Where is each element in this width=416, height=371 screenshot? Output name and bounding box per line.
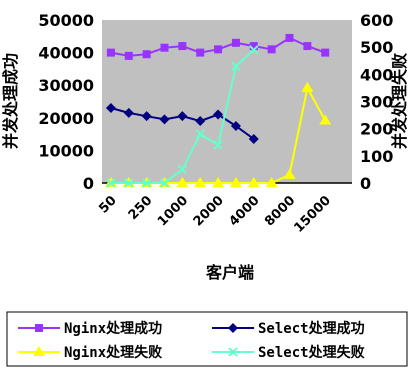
data-point-0-9 <box>267 45 276 54</box>
y-tick-left-50000: 50000 <box>38 11 94 30</box>
y-tick-right-500: 500 <box>360 38 393 57</box>
data-point-0-1 <box>124 51 133 60</box>
series-3 <box>106 45 259 188</box>
legend-label-0: Nginx处理成功 <box>64 320 162 337</box>
data-point-0-5 <box>196 48 205 57</box>
data-point-2-12 <box>319 114 332 125</box>
data-point-3-4 <box>177 164 188 175</box>
data-point-2-4 <box>176 177 189 187</box>
data-point-2-7 <box>229 177 242 187</box>
data-point-0-10 <box>285 33 294 42</box>
data-point-0-2 <box>142 50 151 59</box>
data-point-3-3 <box>159 178 170 188</box>
x-axis-title: 客户端 <box>206 263 254 282</box>
data-point-3-7 <box>231 61 241 71</box>
y-tick-left-20000: 20000 <box>38 109 94 128</box>
y-tick-right-0: 0 <box>360 174 371 193</box>
data-point-1-1 <box>123 107 134 118</box>
data-point-2-10 <box>283 168 296 179</box>
y-tick-left-0: 0 <box>83 174 94 193</box>
data-point-2-11 <box>301 81 314 92</box>
data-point-0-11 <box>303 42 312 51</box>
data-point-0-3 <box>160 43 169 52</box>
legend-label-1: Select处理成功 <box>258 320 365 337</box>
data-point-0-6 <box>214 45 223 54</box>
legend-marker-3 <box>228 347 238 357</box>
data-point-0-12 <box>321 48 330 57</box>
y-tick-left-30000: 30000 <box>38 76 94 95</box>
y-tick-right-400: 400 <box>360 65 393 84</box>
y-tick-right-600: 600 <box>360 11 393 30</box>
data-point-3-8 <box>249 45 259 55</box>
data-point-2-8 <box>247 177 260 187</box>
series-0 <box>106 33 330 60</box>
data-point-0-4 <box>178 42 187 51</box>
legend: Nginx处理成功 Select处理成功 Nginx处理失败 Select处理失败 <box>6 311 408 367</box>
data-point-3-6 <box>213 140 223 150</box>
data-point-3-1 <box>124 178 134 188</box>
legend-marker-0 <box>35 324 43 332</box>
legend-label-2: Nginx处理失败 <box>64 344 163 361</box>
data-point-2-6 <box>212 177 225 187</box>
data-point-1-4 <box>177 111 188 122</box>
data-point-0-0 <box>106 48 115 57</box>
legend-box <box>6 311 408 367</box>
y-tick-left-10000: 10000 <box>38 141 94 160</box>
data-point-1-6 <box>213 109 224 120</box>
data-point-1-3 <box>159 114 170 125</box>
y-tick-left-40000: 40000 <box>38 44 94 63</box>
data-point-2-5 <box>194 177 207 187</box>
data-point-3-0 <box>106 178 116 188</box>
legend-label-3: Select处理失败 <box>258 344 366 361</box>
data-point-1-5 <box>195 116 206 127</box>
data-point-0-7 <box>231 38 240 47</box>
data-point-1-8 <box>248 133 259 144</box>
y-tick-right-300: 300 <box>360 93 393 112</box>
y-axis-title-right: 并发处理失败 <box>390 53 409 149</box>
data-point-1-7 <box>230 120 241 131</box>
legend-marker-1 <box>228 323 238 333</box>
y-tick-right-100: 100 <box>360 147 393 166</box>
data-point-1-2 <box>141 111 152 122</box>
data-point-3-5 <box>195 129 205 139</box>
data-point-2-9 <box>265 177 278 187</box>
data-point-0-8 <box>249 42 258 51</box>
y-tick-right-200: 200 <box>360 120 393 139</box>
data-point-3-2 <box>141 178 152 188</box>
legend-marker-2 <box>33 346 45 356</box>
series-1 <box>105 103 259 144</box>
data-point-1-0 <box>105 103 116 114</box>
y-axis-title-left: 并发处理成功 <box>1 53 20 149</box>
